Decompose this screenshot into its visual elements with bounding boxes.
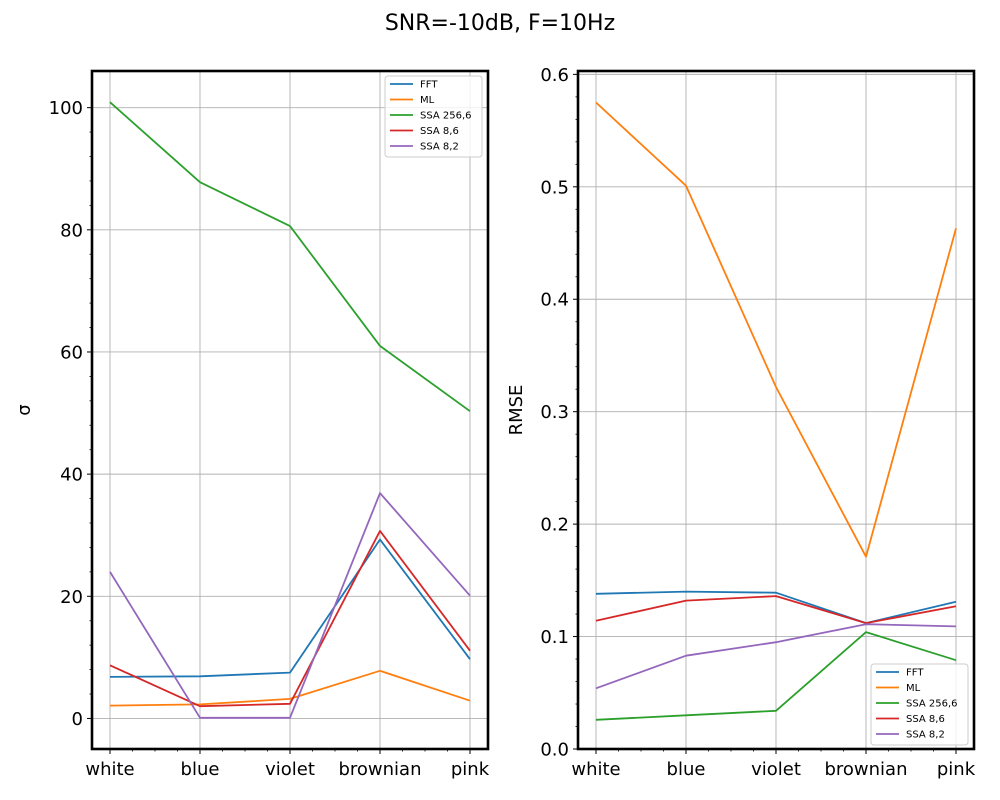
chart2-ylabel: RMSE xyxy=(506,385,527,436)
chart2-ytick-label: 0.4 xyxy=(540,290,569,311)
chart2-xtick-label-brownian: brownian xyxy=(824,759,907,780)
chart2-legend-label-ml: ML xyxy=(906,683,921,694)
chart1-ytick-label: 60 xyxy=(60,342,83,363)
chart1-ytick-label: 40 xyxy=(60,465,83,486)
figure-title: SNR=-10dB, F=10Hz xyxy=(384,11,616,36)
chart1-xtick-label-white: white xyxy=(85,759,134,780)
chart2-legend-label-ssa-8-2: SSA 8,2 xyxy=(906,730,945,741)
chart1-ytick-label: 100 xyxy=(49,98,83,119)
chart2-xtick-label-pink: pink xyxy=(937,759,976,780)
chart2-xtick-label-violet: violet xyxy=(751,759,801,780)
chart1-legend-label-fft: FFT xyxy=(420,80,438,91)
chart1-ylabel: σ xyxy=(14,404,35,415)
chart1-legend-label-ssa-256-6: SSA 256,6 xyxy=(420,111,472,122)
chart2-ytick-label: 0.3 xyxy=(540,402,569,423)
chart1-ytick-label: 80 xyxy=(60,220,83,241)
chart2-legend-box xyxy=(870,663,969,746)
chart1-xtick-label-blue: blue xyxy=(181,759,220,780)
chart2-ytick-label: 0.6 xyxy=(540,65,569,86)
chart1-ytick-label: 20 xyxy=(60,587,83,608)
chart2-series-ssa-8-2 xyxy=(595,623,957,690)
chart1-legend-label-ml: ML xyxy=(420,95,435,106)
chart1-series-fft xyxy=(109,538,471,678)
chart1-series-ssa-256-6 xyxy=(109,101,471,412)
chart2-ytick-label: 0.2 xyxy=(540,515,569,536)
chart2-xtick-label-blue: blue xyxy=(667,759,706,780)
chart1-legend-label-ssa-8-2: SSA 8,2 xyxy=(420,142,459,153)
chart2-legend-label-fft: FFT xyxy=(906,668,924,679)
chart1: 0 20 40 60 80 100 white blue violet brownian pink σ… xyxy=(14,69,490,780)
chart2-xtick-label-white: white xyxy=(571,759,620,780)
chart2-legend-label-ssa-256-6: SSA 256,6 xyxy=(906,699,958,710)
chart1-legend-box xyxy=(384,75,483,158)
chart1-xtick-label-violet: violet xyxy=(265,759,315,780)
chart2-series-ml xyxy=(595,101,957,558)
chart1-series-ssa-8-2 xyxy=(109,492,471,719)
chart2-series-ssa-8-6 xyxy=(595,595,957,624)
chart2-ytick-label: 0.0 xyxy=(540,740,569,761)
chart1-legend-label-ssa-8-6: SSA 8,6 xyxy=(420,126,459,137)
chart2: 0.0 0.1 0.2 0.3 0.4 0.5 0.6 white blue violet brow… xyxy=(506,65,976,780)
chart1-legend: FFT ML SSA 256,6 SSA 8,6 SSA 8,2 xyxy=(384,75,483,158)
chart1-series-ml xyxy=(109,669,471,707)
chart1-ytick-label: 0 xyxy=(72,709,83,730)
chart2-series-fft xyxy=(595,590,957,624)
chart1-xtick-label-pink: pink xyxy=(451,759,490,780)
chart1-series-ssa-8-6 xyxy=(109,530,471,708)
chart2-legend-label-ssa-8-6: SSA 8,6 xyxy=(906,714,945,725)
chart2-ytick-label: 0.5 xyxy=(540,177,569,198)
chart2-legend: FFT ML SSA 256,6 SSA 8,6 SSA 8,2 xyxy=(870,663,969,746)
chart2-series-ssa-256-6 xyxy=(595,631,957,721)
chart2-ytick-label: 0.1 xyxy=(540,627,569,648)
chart1-xtick-label-brownian: brownian xyxy=(338,759,421,780)
